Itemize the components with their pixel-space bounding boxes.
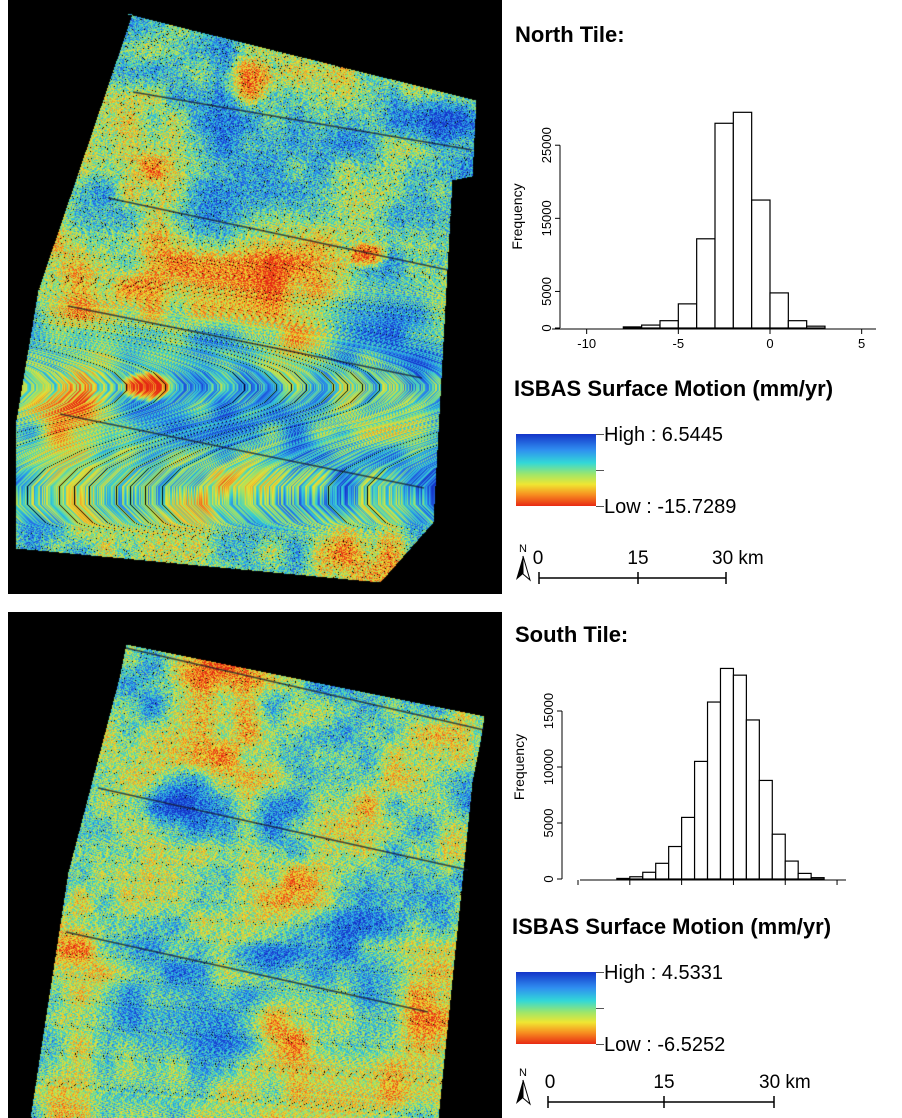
- north-hist-y-tick-label: 5000: [539, 277, 554, 306]
- south-tile-map: [8, 612, 502, 1118]
- north-hist-y-axis-label: Frequency: [510, 183, 525, 249]
- north-arrow-label: N: [519, 543, 527, 555]
- south-hist-bar: [771, 833, 786, 880]
- north-arrow-icon: N: [516, 543, 531, 582]
- north-hist-bar: [677, 303, 698, 329]
- north-hist-bar: [806, 325, 826, 329]
- north-scale-label-30: 30 km: [712, 548, 764, 569]
- south-hist-x-tick-label: 0: [730, 887, 737, 890]
- south-legend: High : 4.5331 Low : -6.5252: [516, 962, 786, 1058]
- north-hist-bar: [659, 320, 679, 329]
- south-axis-title: ISBAS Surface Motion (mm/yr): [512, 914, 832, 939]
- south-surface-motion-raster: [8, 612, 502, 1118]
- south-hist-bar: [668, 845, 683, 880]
- south-hist-x-tick-label: 4: [833, 887, 840, 890]
- south-hist-bar: [616, 877, 631, 880]
- north-hist-bar: [769, 292, 789, 329]
- south-hist-bar: [681, 816, 696, 880]
- north-legend: High : 6.5445 Low : -15.7289: [516, 424, 786, 520]
- north-hist-x-tick-label: -10: [577, 336, 596, 351]
- north-hist-bar: [622, 326, 643, 329]
- legend-tick-high: [596, 434, 604, 435]
- south-hist-y-tick-label: 0: [541, 875, 556, 882]
- north-histogram: 0 5000 15000 25000 Frequency -10 -5 0 5: [510, 111, 876, 351]
- south-hist-y-tick-label: 5000: [541, 809, 556, 838]
- south-hist-x-tick-label: -6: [572, 887, 584, 890]
- north-surface-motion-raster: [8, 0, 502, 594]
- south-hist-bar: [810, 877, 825, 880]
- south-hist-x-tick-label: -2: [676, 887, 688, 890]
- north-axis-title: ISBAS Surface Motion (mm/yr): [514, 376, 834, 401]
- south-tile-title: South Tile:: [515, 622, 629, 647]
- south-hist-y-tick-label: 10000: [541, 749, 556, 785]
- south-legend-high: High : 4.5331: [604, 962, 723, 984]
- south-hist-y-tick-label: 15000: [541, 693, 556, 729]
- north-hist-bar: [787, 320, 808, 329]
- north-arrow-icon: N: [516, 1067, 531, 1106]
- south-hist-x-tick-label: -4: [624, 887, 636, 890]
- north-color-ramp: [516, 434, 596, 506]
- south-hist-bar: [719, 667, 735, 880]
- north-hist-x-tick-label: -5: [673, 336, 685, 351]
- legend-tick-low: [596, 1044, 604, 1045]
- south-hist-bar: [642, 871, 657, 880]
- south-hist-y-axis-label: Frequency: [511, 734, 527, 800]
- south-legend-low: Low : -6.5252: [604, 1034, 726, 1056]
- south-scale-label-30: 30 km: [759, 1072, 811, 1093]
- north-hist-bar: [641, 324, 661, 329]
- south-hist-bar: [706, 701, 722, 880]
- north-hist-y-tick-label: 0: [539, 324, 554, 331]
- legend-tick-mid: [596, 470, 604, 471]
- north-scale-bar: N 0 15 30 km: [516, 543, 764, 584]
- south-hist-x-tick-label: 2: [782, 887, 789, 890]
- north-hist-y-tick-label: 25000: [539, 127, 554, 163]
- north-scale-label-0: 0: [533, 548, 544, 569]
- south-hist-bar: [745, 719, 760, 880]
- north-hist-y-tick-label: 15000: [539, 200, 554, 236]
- south-hist-bar: [784, 860, 799, 880]
- north-hist-bar: [696, 238, 716, 329]
- north-tile-map: [8, 0, 502, 594]
- south-color-ramp: [516, 972, 596, 1044]
- south-hist-bar: [758, 779, 773, 880]
- legend-tick-high: [596, 972, 604, 973]
- north-hist-bar: [751, 199, 771, 329]
- south-north-arrow-label: N: [519, 1067, 527, 1079]
- south-hist-bar: [655, 862, 670, 880]
- north-tile-title: North Tile:: [515, 22, 625, 47]
- north-scale-label-15: 15: [627, 548, 648, 569]
- south-scale-label-15: 15: [653, 1072, 674, 1093]
- south-histogram: 0 5000 10000 15000 Frequency -6 -4 -2 0 2 4: [511, 667, 846, 890]
- south-scale-bar: N 0 15 30 km: [516, 1067, 811, 1108]
- south-hist-bar: [629, 876, 644, 880]
- south-hist-bar: [797, 872, 812, 880]
- north-legend-high: High : 6.5445: [604, 424, 723, 446]
- north-hist-bar: [732, 111, 753, 329]
- south-scale-label-0: 0: [545, 1072, 556, 1093]
- legend-tick-low: [596, 506, 604, 507]
- north-hist-x-tick-label: 0: [766, 336, 773, 351]
- south-hist-bar: [732, 674, 747, 880]
- north-hist-x-tick-label: 5: [858, 336, 865, 351]
- north-legend-low: Low : -15.7289: [604, 496, 737, 518]
- north-hist-bar: [714, 122, 734, 329]
- legend-tick-mid: [596, 1008, 604, 1009]
- south-hist-bar: [693, 760, 709, 880]
